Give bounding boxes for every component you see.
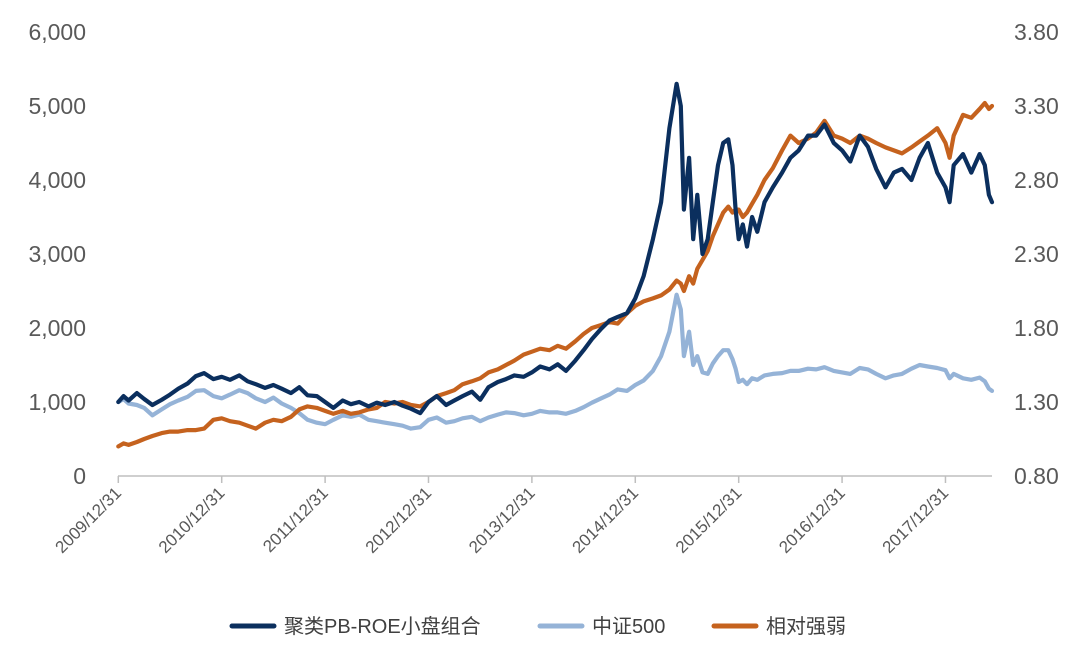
y-left-tick-label: 2,000: [28, 315, 86, 341]
x-tick-label: 2014/12/31: [569, 483, 643, 557]
y-left-tick-label: 3,000: [28, 241, 86, 267]
x-tick-label: 2009/12/31: [52, 483, 126, 557]
y-left-tick-label: 5,000: [28, 93, 86, 119]
x-tick-label: 2016/12/31: [775, 483, 849, 557]
y-left-tick-label: 0: [73, 463, 86, 489]
y-left-tick-label: 6,000: [28, 19, 86, 45]
y-right-tick-label: 0.80: [1014, 463, 1059, 489]
legend-label-1: 聚类PB-ROE小盘组合: [284, 615, 481, 638]
x-tick-label: 2017/12/31: [879, 483, 953, 557]
y-right-tick-label: 3.30: [1014, 93, 1059, 119]
axes: 0 1,000 2,000 3,000 4,000 5,000 6,000 0.80 1.30 1…: [28, 19, 1058, 557]
legend-label-3: 相对强弱: [766, 615, 846, 638]
y-left-tick-label: 1,000: [28, 389, 86, 415]
y-right-tick-label: 1.30: [1014, 389, 1059, 415]
y-right-tick-label: 3.80: [1014, 19, 1059, 45]
y-left-tick-label: 4,000: [28, 167, 86, 193]
x-tick-label: 2013/12/31: [465, 483, 539, 557]
x-tick-label: 2015/12/31: [672, 483, 746, 557]
x-tick-label: 2012/12/31: [362, 483, 436, 557]
y-right-tick-label: 1.80: [1014, 315, 1059, 341]
legend-label-2: 中证500: [592, 615, 665, 638]
series-line-1: [116, 81, 995, 416]
series-line-2: [116, 292, 995, 431]
x-tick-label: 2011/12/31: [259, 483, 332, 556]
series-line-3: [116, 100, 995, 449]
y-right-tick-label: 2.80: [1014, 167, 1059, 193]
x-tick-label: 2010/12/31: [155, 483, 229, 557]
legend: 聚类PB-ROE小盘组合 中证500 相对强弱: [229, 615, 846, 638]
y-right-tick-label: 2.30: [1014, 241, 1059, 267]
series-layer: [116, 81, 995, 449]
